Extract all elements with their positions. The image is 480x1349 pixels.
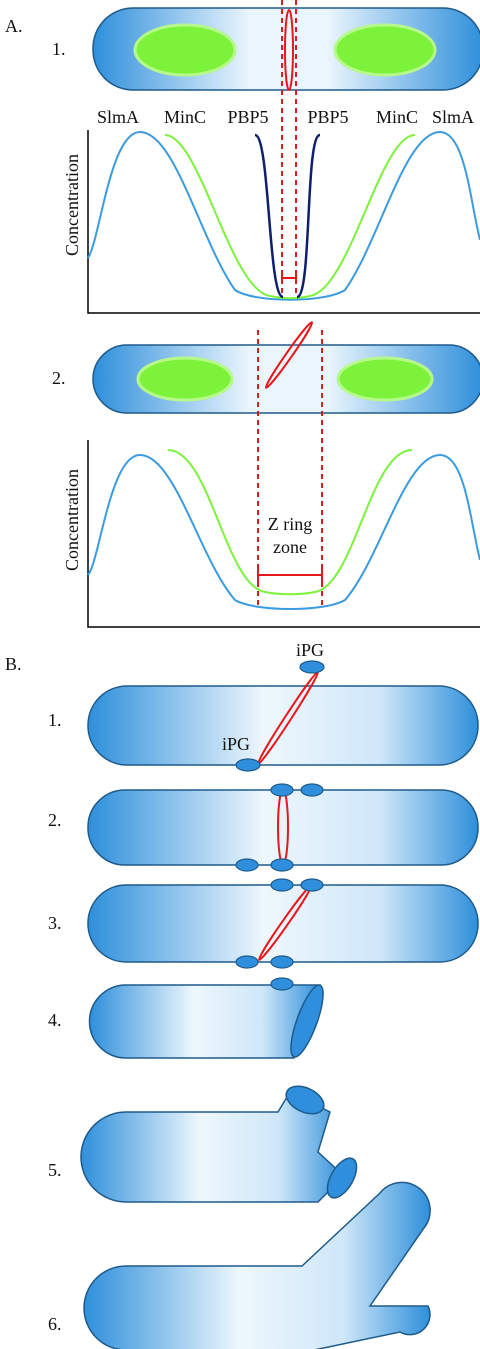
nucleoid bbox=[136, 356, 234, 402]
ipg bbox=[300, 878, 324, 892]
step-label: 1. bbox=[52, 39, 66, 59]
curve-label: MinC bbox=[164, 107, 206, 127]
panel-label: A. bbox=[5, 16, 23, 36]
axes bbox=[87, 130, 480, 314]
curve bbox=[253, 133, 322, 299]
annotation: iPG bbox=[222, 734, 250, 754]
axis-label: Concentration bbox=[62, 469, 82, 571]
ipg bbox=[270, 955, 294, 969]
curve-label: SlmA bbox=[97, 107, 139, 127]
curve bbox=[164, 134, 416, 300]
axis-label: Concentration bbox=[62, 154, 82, 256]
ipg bbox=[299, 660, 325, 674]
curve bbox=[87, 453, 480, 610]
opening bbox=[326, 1157, 358, 1199]
curve-label: PBP5 bbox=[307, 107, 348, 127]
ipg bbox=[270, 977, 294, 991]
step-label: 6. bbox=[48, 1314, 62, 1334]
zone-bar bbox=[257, 568, 323, 582]
panel-label: B. bbox=[5, 654, 22, 674]
curve-label: PBP5 bbox=[227, 107, 268, 127]
zone-label: zone bbox=[273, 537, 307, 557]
step-label: 5. bbox=[48, 1160, 62, 1180]
axes bbox=[87, 440, 480, 628]
cell bbox=[83, 1181, 431, 1349]
opening bbox=[285, 1085, 325, 1115]
annotation: iPG bbox=[296, 640, 324, 660]
z-ring bbox=[284, 9, 294, 91]
curve bbox=[167, 449, 413, 596]
curve bbox=[87, 130, 480, 301]
step-label: 3. bbox=[48, 913, 62, 933]
cell bbox=[88, 984, 322, 1059]
cell bbox=[87, 884, 479, 963]
curve-label: SlmA bbox=[432, 107, 474, 127]
ipg bbox=[270, 858, 294, 872]
nucleoid bbox=[333, 23, 437, 77]
ipg bbox=[270, 783, 294, 797]
cell bbox=[87, 789, 479, 866]
ipg bbox=[300, 783, 324, 797]
opening bbox=[290, 984, 324, 1058]
step-label: 1. bbox=[48, 710, 62, 730]
zone-label: Z ring bbox=[268, 514, 313, 534]
curve-label: MinC bbox=[376, 107, 418, 127]
step-label: 4. bbox=[48, 1010, 62, 1030]
step-label: 2. bbox=[48, 810, 62, 830]
width-bar bbox=[281, 272, 297, 284]
ipg bbox=[235, 955, 259, 969]
cell bbox=[80, 1091, 346, 1203]
ipg bbox=[235, 758, 261, 772]
z-ring bbox=[264, 321, 314, 389]
label-bg bbox=[266, 512, 314, 562]
nucleoid bbox=[133, 23, 237, 77]
step-label: 2. bbox=[52, 368, 66, 388]
nucleoid bbox=[336, 356, 434, 402]
ipg bbox=[235, 858, 259, 872]
ipg bbox=[270, 878, 294, 892]
cell bbox=[87, 685, 479, 766]
